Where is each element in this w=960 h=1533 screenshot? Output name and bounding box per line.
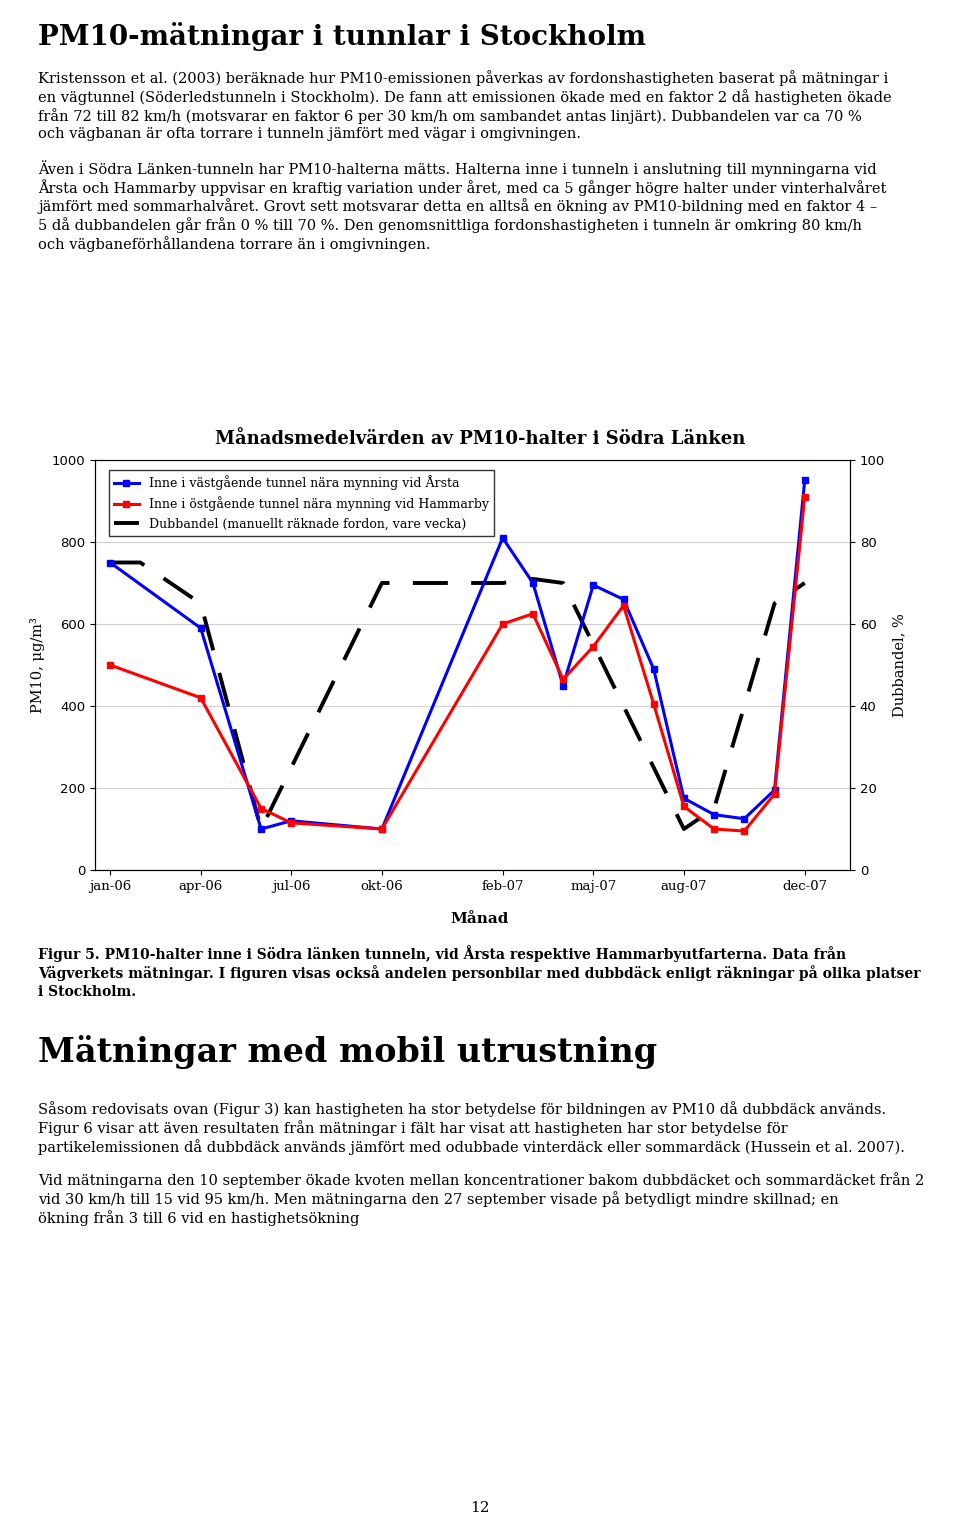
Text: Figur 6 visar att även resultaten från mätningar i fält har visat att hastighete: Figur 6 visar att även resultaten från m… <box>38 1121 788 1136</box>
Text: vid 30 km/h till 15 vid 95 km/h. Men mätningarna den 27 september visade på bety: vid 30 km/h till 15 vid 95 km/h. Men mät… <box>38 1191 839 1206</box>
Text: från 72 till 82 km/h (motsvarar en faktor 6 per 30 km/h om sambandet antas linjä: från 72 till 82 km/h (motsvarar en fakto… <box>38 107 862 124</box>
Text: en vägtunnel (Söderledstunneln i Stockholm). De fann att emissionen ökade med en: en vägtunnel (Söderledstunneln i Stockho… <box>38 89 892 104</box>
Text: PM10-mätningar i tunnlar i Stockholm: PM10-mätningar i tunnlar i Stockholm <box>38 21 646 51</box>
Text: Årsta och Hammarby uppvisar en kraftig variation under året, med ca 5 gånger hög: Årsta och Hammarby uppvisar en kraftig v… <box>38 179 886 196</box>
Text: Figur 5. PM10-halter inne i Södra länken tunneln, vid Årsta respektive Hammarbyu: Figur 5. PM10-halter inne i Södra länken… <box>38 944 846 961</box>
Y-axis label: PM10, μg/m³: PM10, μg/m³ <box>30 618 45 713</box>
Text: 12: 12 <box>470 1501 490 1515</box>
Text: Kristensson et al. (2003) beräknade hur PM10-emissionen påverkas av fordonshasti: Kristensson et al. (2003) beräknade hur … <box>38 71 888 86</box>
Text: och vägbaneförhållandena torrare än i omgivningen.: och vägbaneförhållandena torrare än i om… <box>38 236 430 251</box>
Text: 5 då dubbandelen går från 0 % till 70 %. Den genomsnittliga fordonshastigheten i: 5 då dubbandelen går från 0 % till 70 %.… <box>38 218 862 233</box>
Text: partikelemissionen då dubbdäck används jämfört med odubbade vinterdäck eller som: partikelemissionen då dubbdäck används j… <box>38 1139 905 1154</box>
Text: i Stockholm.: i Stockholm. <box>38 986 136 1000</box>
Text: och vägbanan är ofta torrare i tunneln jämfört med vägar i omgivningen.: och vägbanan är ofta torrare i tunneln j… <box>38 127 581 141</box>
Text: ökning från 3 till 6 vid en hastighetsökning: ökning från 3 till 6 vid en hastighetsök… <box>38 1210 359 1226</box>
Text: Vid mätningarna den 10 september ökade kvoten mellan koncentrationer bakom dubbd: Vid mätningarna den 10 september ökade k… <box>38 1173 924 1188</box>
Y-axis label: Dubbandel, %: Dubbandel, % <box>892 613 906 717</box>
Text: Månadsmedelvärden av PM10-halter i Södra Länken: Månadsmedelvärden av PM10-halter i Södra… <box>215 429 745 448</box>
Text: Även i Södra Länken-tunneln har PM10-halterna mätts. Halterna inne i tunneln i a: Även i Södra Länken-tunneln har PM10-hal… <box>38 159 876 176</box>
Text: Mätningar med mobil utrustning: Mätningar med mobil utrustning <box>38 1035 658 1069</box>
Legend: Inne i västgående tunnel nära mynning vid Årsta, Inne i östgående tunnel nära my: Inne i västgående tunnel nära mynning vi… <box>108 471 494 535</box>
Text: Såsom redovisats ovan (Figur 3) kan hastigheten ha stor betydelse för bildningen: Såsom redovisats ovan (Figur 3) kan hast… <box>38 1101 886 1118</box>
Text: Månad: Månad <box>451 912 509 926</box>
Text: jämfört med sommarhalvåret. Grovt sett motsvarar detta en alltså en ökning av PM: jämfört med sommarhalvåret. Grovt sett m… <box>38 198 877 215</box>
Text: Vägverkets mätningar. I figuren visas också andelen personbilar med dubbdäck enl: Vägverkets mätningar. I figuren visas oc… <box>38 964 921 981</box>
